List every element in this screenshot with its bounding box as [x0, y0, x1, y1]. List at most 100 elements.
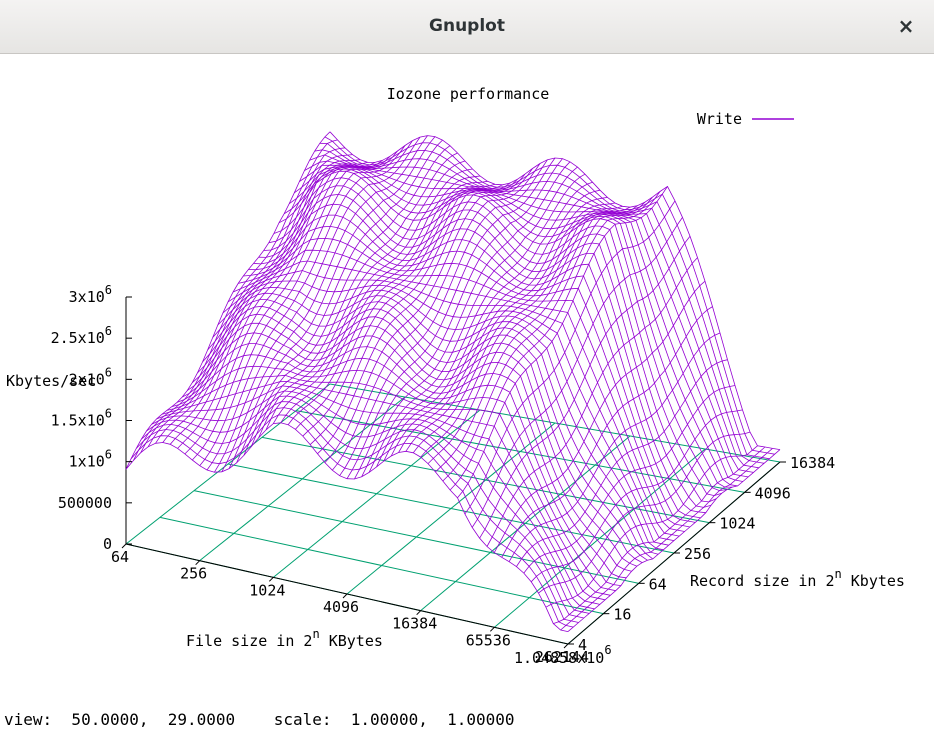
surface-line [553, 446, 766, 624]
x-tick-mark [489, 626, 495, 632]
z-tick-label: 2x106 [69, 365, 112, 388]
surface-line [464, 200, 676, 515]
status-bar: view: 50.0000, 29.0000 scale: 1.00000, 1… [4, 710, 515, 729]
surface-line [398, 197, 608, 453]
x-tick-mark [563, 643, 569, 649]
write-surface [125, 131, 781, 632]
surface-line [141, 401, 584, 619]
surface-line [493, 280, 706, 553]
z-axis-ticks: 3x106 2.5x106 2x106 1.5x106 1x106 500000 0 [51, 283, 132, 553]
surface-line [280, 180, 488, 424]
surface-line [331, 163, 541, 471]
surface-line [147, 154, 353, 448]
x-tick-mark [268, 576, 274, 582]
surface-line [155, 159, 361, 444]
surface-line [162, 161, 368, 443]
surface-line [288, 167, 738, 487]
plot-area[interactable]: 3x106 2.5x106 2x106 1.5x106 1x106 500000 0 64 2… [0, 54, 934, 709]
surface-line [368, 166, 578, 473]
surface-line [214, 136, 421, 473]
x-tick-label: 1024 [249, 581, 285, 599]
y-tick-label: 4 [578, 636, 587, 654]
surface-line [228, 136, 436, 469]
x-tick-mark [416, 610, 422, 616]
surface-line [405, 202, 616, 452]
grid-line-y [329, 383, 781, 463]
surface-line [309, 178, 518, 445]
surface-line [390, 189, 601, 457]
x-tick-mark [195, 560, 201, 566]
surface-line [523, 385, 736, 574]
surface-line [317, 173, 526, 454]
surface-line [354, 158, 563, 480]
y-tick-label: 4096 [755, 484, 791, 502]
surface-line [479, 235, 691, 539]
surface-line [442, 196, 653, 482]
surface-line [449, 191, 661, 491]
x-tick-mark [342, 593, 348, 599]
surface-line [530, 409, 743, 583]
x-tick-label: 256 [180, 565, 207, 583]
surface-line [287, 183, 496, 425]
surface-line [346, 157, 556, 479]
surface-line [140, 147, 346, 453]
surface-line [420, 206, 631, 458]
surface-line [471, 217, 683, 528]
surface-line [125, 131, 331, 470]
surface-line [339, 159, 548, 476]
surface-line [151, 390, 595, 610]
z-tick-label: 2.5x106 [51, 324, 112, 347]
x-tick-label: 16384 [392, 615, 437, 633]
surface-line [232, 260, 680, 537]
title-bar: Gnuplot × [0, 0, 934, 54]
surface-line [516, 359, 728, 567]
x-axis-ticks: 64 256 1024 4096 16384 65536 262144 [111, 543, 589, 666]
x-tick-label: 262144 [535, 648, 589, 666]
y-tick-label: 256 [684, 545, 711, 563]
surface-line [169, 162, 376, 445]
y-axis-label: Record size in 2n Kbytes [690, 567, 905, 590]
surface-line [361, 161, 571, 477]
surface-line [192, 150, 398, 461]
surface-line [258, 160, 466, 439]
plot-title: Iozone performance [387, 85, 550, 103]
y-tick-label: 64 [649, 575, 667, 593]
surface-line [250, 152, 458, 447]
surface-line [146, 395, 590, 614]
surface-line [376, 173, 586, 468]
z-tick-label: 1x106 [69, 448, 112, 471]
x-tick-label: 64 [111, 548, 129, 566]
surface-plot: 3x106 2.5x106 2x106 1.5x106 1x106 500000 0 64 2… [6, 85, 905, 667]
x-tick-label: 4096 [323, 598, 359, 616]
surface-line [501, 306, 713, 558]
grid-line-y [261, 436, 710, 524]
surface-line [184, 156, 391, 455]
surface-line [427, 205, 638, 464]
surface-line [538, 431, 751, 594]
window-title: Gnuplot [429, 16, 505, 36]
surface-line [206, 140, 413, 471]
y-tick-label: 1024 [719, 515, 755, 533]
legend-label: Write [697, 110, 742, 128]
surface-line [133, 139, 338, 461]
x-tick-label: 65536 [466, 631, 511, 649]
surface-line [243, 145, 451, 456]
z-tick-label: 0 [103, 535, 112, 553]
surface-line [545, 445, 758, 608]
surface-line [265, 168, 473, 431]
legend: Write [697, 110, 794, 128]
grid-line-y [295, 410, 745, 493]
surface-line [272, 175, 481, 424]
z-tick-label: 500000 [58, 494, 112, 512]
z-axis-label: Kbytes/sec [6, 372, 96, 390]
surface-line [199, 145, 406, 466]
y-tick-label: 16 [613, 606, 631, 624]
surface-line [302, 182, 511, 437]
surface-line [324, 168, 533, 463]
close-icon[interactable]: × [897, 14, 915, 38]
surface-line [295, 184, 503, 430]
surface-line [221, 135, 428, 472]
x-axis-label: File size in 2n KBytes [186, 627, 383, 650]
x-tick-mark [121, 543, 127, 549]
